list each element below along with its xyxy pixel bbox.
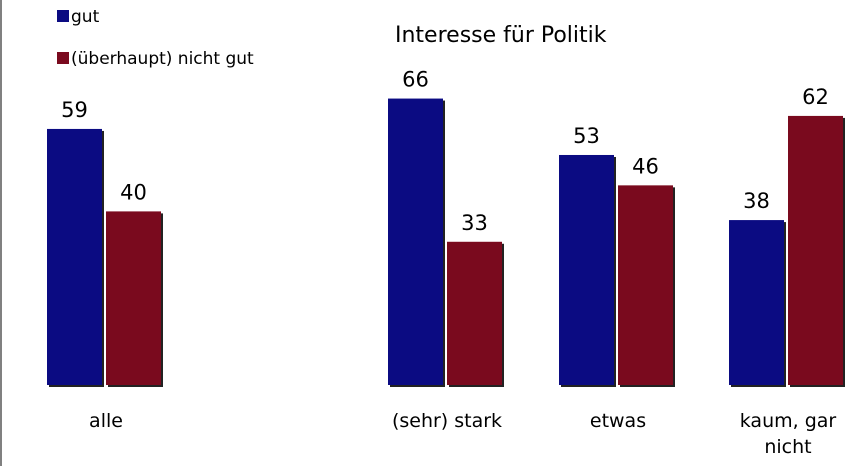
bar	[729, 220, 784, 385]
x-tick-label: etwas	[589, 410, 647, 432]
legend-label: (überhaupt) nicht gut	[71, 49, 254, 69]
bar	[618, 185, 673, 385]
legend-swatch	[57, 10, 69, 22]
data-label: 40	[120, 180, 147, 204]
bar	[106, 211, 161, 385]
legend-label: gut	[71, 7, 100, 27]
data-label: 38	[743, 189, 770, 213]
bar	[388, 98, 443, 385]
x-tick-label: (sehr) stark	[391, 410, 503, 432]
bar	[559, 154, 614, 385]
legend-swatch	[57, 52, 69, 64]
data-label: 66	[402, 68, 429, 92]
annotation: Interesse für Politik	[395, 23, 607, 48]
x-tick-label: alle	[89, 410, 123, 432]
bar	[447, 241, 502, 385]
data-label: 59	[61, 98, 88, 122]
bar	[788, 115, 843, 386]
bar	[47, 128, 102, 385]
data-label: 46	[632, 154, 659, 178]
x-tick-label: kaum, gar nicht	[739, 410, 837, 458]
data-label: 33	[461, 211, 488, 235]
data-label: 62	[802, 85, 829, 109]
data-label: 53	[573, 124, 600, 148]
